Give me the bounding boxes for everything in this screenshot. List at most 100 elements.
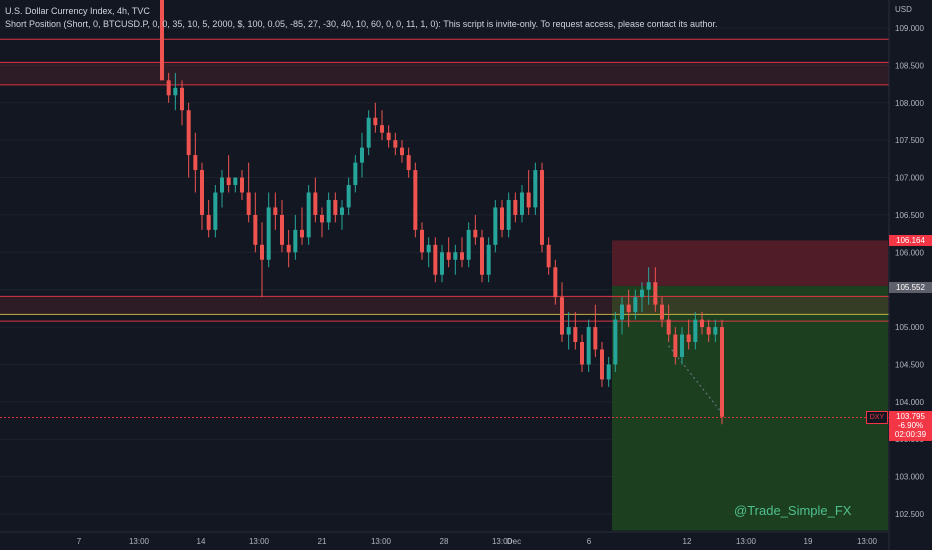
candle-body <box>200 170 204 215</box>
support-band <box>0 296 889 315</box>
candle-body <box>253 214 258 245</box>
candle-body <box>646 282 651 290</box>
x-tick-label: 13:00 <box>857 537 878 546</box>
candle-body <box>613 319 618 365</box>
candle-body <box>440 252 444 275</box>
candle-body <box>340 207 344 215</box>
candle-body <box>446 252 451 260</box>
candle-body <box>233 177 238 186</box>
candle-body <box>333 199 338 215</box>
y-tick-label: 106.500 <box>895 211 924 220</box>
candle-body <box>166 80 171 96</box>
chart-title: U.S. Dollar Currency Index, 4h, TVC <box>5 6 150 16</box>
candle-body <box>426 244 431 253</box>
candle-body <box>173 87 178 96</box>
candle-body <box>606 364 611 380</box>
x-tick-label: 13:00 <box>129 537 150 546</box>
candle-body <box>546 244 551 268</box>
candle-body <box>380 125 384 133</box>
candle-body <box>186 110 191 156</box>
candle-body <box>306 192 311 238</box>
candle-body <box>413 170 418 230</box>
candle-body <box>313 192 318 215</box>
candle-body <box>680 334 684 357</box>
candle-body <box>206 214 211 230</box>
x-tick-label: 12 <box>683 537 692 546</box>
candle-body <box>553 267 558 298</box>
y-tick-label: 104.500 <box>895 360 924 369</box>
candle-body <box>513 199 518 215</box>
candle-body <box>280 214 284 245</box>
candle-body <box>506 199 511 230</box>
candle-body <box>580 342 584 365</box>
stop-price-label: 106.164 <box>889 235 932 246</box>
candle-body <box>666 319 671 335</box>
candle-body <box>486 244 491 275</box>
candle-body <box>300 229 304 238</box>
candle-body <box>500 207 504 230</box>
candle-body <box>273 207 278 215</box>
candle-body <box>673 334 678 357</box>
candle-body <box>393 140 398 148</box>
candle-body <box>360 147 364 163</box>
indicator-legend[interactable]: Short Position (Short, 0, BTCUSD.P, 0, 0… <box>5 19 718 29</box>
candle-body <box>260 244 264 260</box>
candle-body <box>566 327 571 335</box>
y-tick-label: 107.500 <box>895 136 924 145</box>
candle-body <box>406 155 411 171</box>
last-price-label: 103.795 -6.90% 02:00:39 <box>889 411 932 441</box>
candle-body <box>193 155 198 171</box>
candle-body <box>420 229 424 253</box>
y-tick-label: 103.000 <box>895 473 924 482</box>
take-profit-zone <box>612 285 888 531</box>
candle-body <box>493 207 498 245</box>
candle-body <box>240 177 244 193</box>
y-tick-label: 102.500 <box>895 510 924 519</box>
x-tick-label: 13:00 <box>371 537 392 546</box>
currency-label: USD <box>895 5 912 14</box>
candle-body <box>293 229 298 253</box>
candle-body <box>400 147 404 156</box>
candle-body <box>653 282 658 305</box>
candle-body <box>373 117 378 126</box>
symbol-badge: DXY <box>866 411 888 424</box>
x-tick-label: 19 <box>804 537 813 546</box>
candle-body <box>226 177 231 186</box>
candle-body <box>320 214 324 223</box>
y-tick-label: 108.500 <box>895 61 924 70</box>
y-tick-label: 107.000 <box>895 174 924 183</box>
candle-body <box>366 117 371 148</box>
chart-header: U.S. Dollar Currency Index, 4h, TVC Shor… <box>5 5 718 31</box>
candle-body <box>353 162 358 186</box>
x-tick-label: 13:00 <box>736 537 757 546</box>
candle-body <box>533 170 538 208</box>
candle-body <box>466 229 471 260</box>
candle-body <box>540 170 544 245</box>
candle-body <box>620 304 624 320</box>
watermark: @Trade_Simple_FX <box>734 503 852 518</box>
candle-body <box>686 334 691 343</box>
x-tick-label: 28 <box>440 537 449 546</box>
candle-body <box>213 192 218 230</box>
candle-body <box>180 87 184 111</box>
candle-body <box>346 185 351 208</box>
candle-body <box>433 244 438 275</box>
candle-body <box>706 327 711 335</box>
candle-body <box>460 252 464 260</box>
price-change: -6.90% <box>897 421 924 430</box>
candle-body <box>633 297 638 313</box>
y-tick-label: 106.000 <box>895 248 924 257</box>
candle-body <box>386 132 391 141</box>
candle-body <box>586 327 591 365</box>
candle-body <box>266 207 271 260</box>
x-tick-label: 13:00 <box>492 537 513 546</box>
x-tick-label: 6 <box>587 537 592 546</box>
x-tick-label: 13:00 <box>249 537 270 546</box>
bar-countdown: 02:00:39 <box>894 430 927 439</box>
candle-body <box>326 199 331 223</box>
candle-body <box>160 0 164 81</box>
candle-body <box>640 289 644 298</box>
resistance-band <box>0 62 889 85</box>
